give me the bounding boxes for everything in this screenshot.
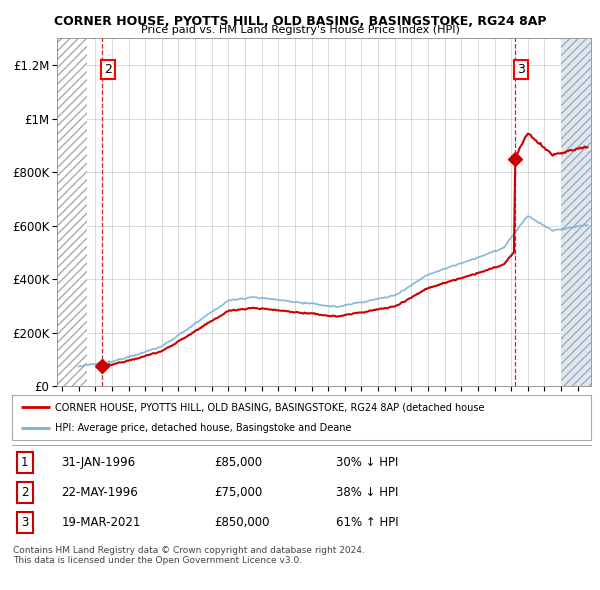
Text: 1: 1: [21, 456, 28, 469]
Text: CORNER HOUSE, PYOTTS HILL, OLD BASING, BASINGSTOKE, RG24 8AP (detached house: CORNER HOUSE, PYOTTS HILL, OLD BASING, B…: [55, 402, 485, 412]
Text: 3: 3: [21, 516, 28, 529]
Text: 2: 2: [21, 486, 28, 499]
Bar: [57, 38, 87, 386]
Text: £85,000: £85,000: [215, 456, 263, 469]
Bar: [561, 38, 591, 386]
Text: 31-JAN-1996: 31-JAN-1996: [61, 456, 136, 469]
Text: 30% ↓ HPI: 30% ↓ HPI: [336, 456, 398, 469]
Text: 22-MAY-1996: 22-MAY-1996: [61, 486, 138, 499]
Text: 61% ↑ HPI: 61% ↑ HPI: [336, 516, 399, 529]
Text: 19-MAR-2021: 19-MAR-2021: [61, 516, 140, 529]
Text: 38% ↓ HPI: 38% ↓ HPI: [336, 486, 398, 499]
Text: HPI: Average price, detached house, Basingstoke and Deane: HPI: Average price, detached house, Basi…: [55, 422, 352, 432]
Text: Contains HM Land Registry data © Crown copyright and database right 2024.
This d: Contains HM Land Registry data © Crown c…: [13, 546, 365, 565]
Text: 3: 3: [517, 63, 525, 76]
Text: £75,000: £75,000: [215, 486, 263, 499]
Bar: [87, 38, 561, 386]
Text: CORNER HOUSE, PYOTTS HILL, OLD BASING, BASINGSTOKE, RG24 8AP: CORNER HOUSE, PYOTTS HILL, OLD BASING, B…: [54, 15, 546, 28]
Text: 2: 2: [104, 63, 112, 76]
Text: £850,000: £850,000: [215, 516, 270, 529]
Text: Price paid vs. HM Land Registry's House Price Index (HPI): Price paid vs. HM Land Registry's House …: [140, 25, 460, 35]
